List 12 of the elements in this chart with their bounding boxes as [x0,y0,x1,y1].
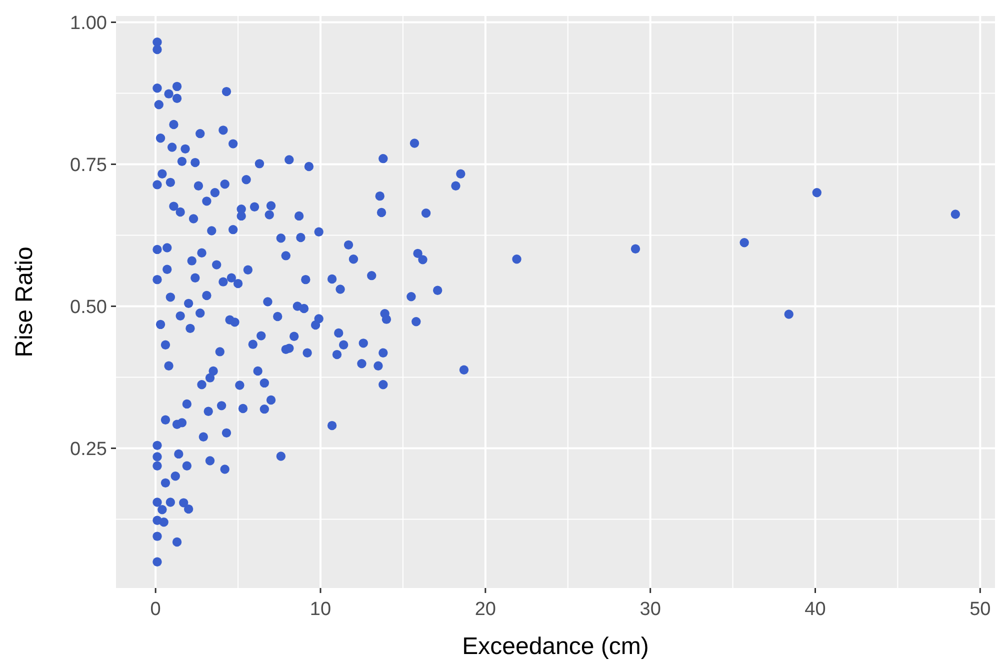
x-tick-label: 50 [970,599,991,620]
x-tick-label: 30 [640,599,661,620]
y-tick-label: 0.50 [70,296,107,318]
y-tick-label: 1.00 [70,12,107,34]
x-tick-label: 10 [310,599,332,620]
x-tick-label: 20 [474,599,496,620]
y-tick-label: 0.25 [70,438,107,460]
y-axis-title: Rise Ratio [11,246,38,358]
x-tick-label: 0 [150,599,161,620]
x-tick-label: 40 [804,599,826,620]
x-axis-title: Exceedance (cm) [462,633,649,660]
y-tick-label: 0.75 [70,154,107,176]
